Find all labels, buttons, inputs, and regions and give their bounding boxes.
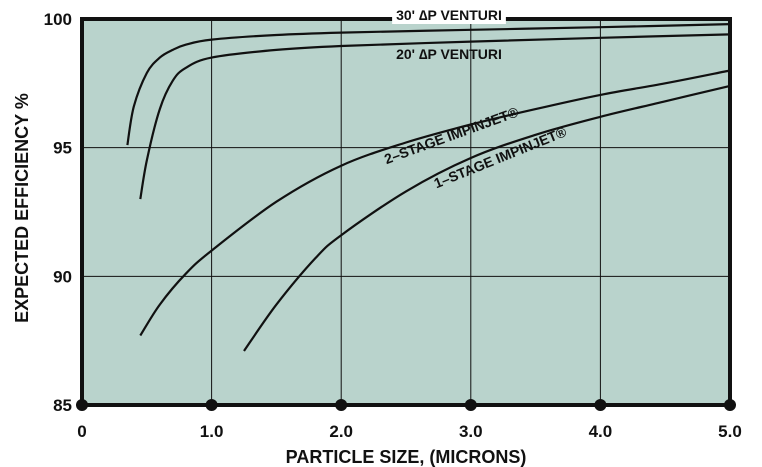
label-background [392,6,506,24]
x-axis-ticks: 0 1.0 2.0 3.0 4.0 5.0 [76,399,742,441]
x-tick-marker [594,399,607,411]
series-line-2 [139,33,731,200]
x-tick-marker [724,399,736,411]
x-tick-marker [464,399,477,411]
x-tick-label: 5.0 [718,422,742,441]
x-tick-marker [76,399,88,411]
y-tick-label: 100 [44,10,72,29]
x-tick-label: 3.0 [459,422,483,441]
plot-area [82,19,730,405]
series-line-1 [126,23,731,146]
series-line-4 [243,84,731,352]
x-tick-label: 0 [77,422,86,441]
series-lines [126,23,731,352]
x-tick-label: 2.0 [329,422,353,441]
y-axis-title: EXPECTED EFFICIENCY % [12,93,32,323]
x-tick-marker [205,399,218,411]
y-tick-label: 85 [53,396,72,415]
y-tick-label: 95 [53,139,72,158]
y-axis-ticks: 85 90 95 100 [44,10,72,415]
x-tick-label: 4.0 [589,422,613,441]
grid [82,19,730,405]
x-tick-label: 1.0 [200,422,224,441]
label-30-venturi: 30' ∆P VENTURI [396,7,502,23]
x-axis-title: PARTICLE SIZE, (MICRONS) [286,447,527,467]
label-20-venturi: 20' ∆P VENTURI [396,46,502,62]
x-tick-marker [335,399,348,411]
y-tick-label: 90 [53,267,72,286]
series-line-3 [139,69,731,337]
